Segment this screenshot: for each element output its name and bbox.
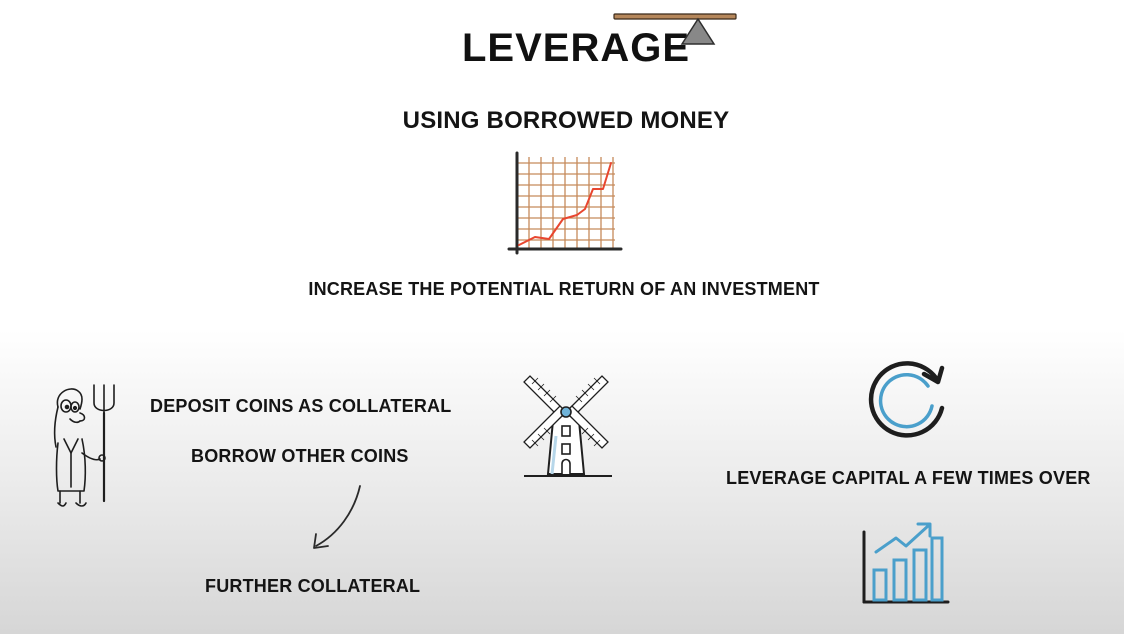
refresh-icon <box>868 361 945 438</box>
leverage-capital-note: LEVERAGE CAPITAL A FEW TIMES OVER <box>726 468 1091 488</box>
borrow-note: BORROW OTHER COINS <box>191 446 409 466</box>
page-title: LEVERAGE <box>462 26 691 70</box>
seesaw-icon <box>613 13 737 45</box>
further-collateral-note: FURTHER COLLATERAL <box>205 576 421 596</box>
rising-graph-icon <box>507 151 623 255</box>
windmill-icon <box>523 375 612 477</box>
tagline: INCREASE THE POTENTIAL RETURN OF AN INVE… <box>308 279 820 299</box>
curved-arrow-icon <box>313 485 361 549</box>
subtitle: USING BORROWED MONEY <box>402 107 730 134</box>
deposit-note: DEPOSIT COINS AS COLLATERAL <box>150 396 452 416</box>
farmer-with-pitchfork-icon <box>53 384 115 507</box>
bar-chart-up-icon <box>862 522 950 604</box>
